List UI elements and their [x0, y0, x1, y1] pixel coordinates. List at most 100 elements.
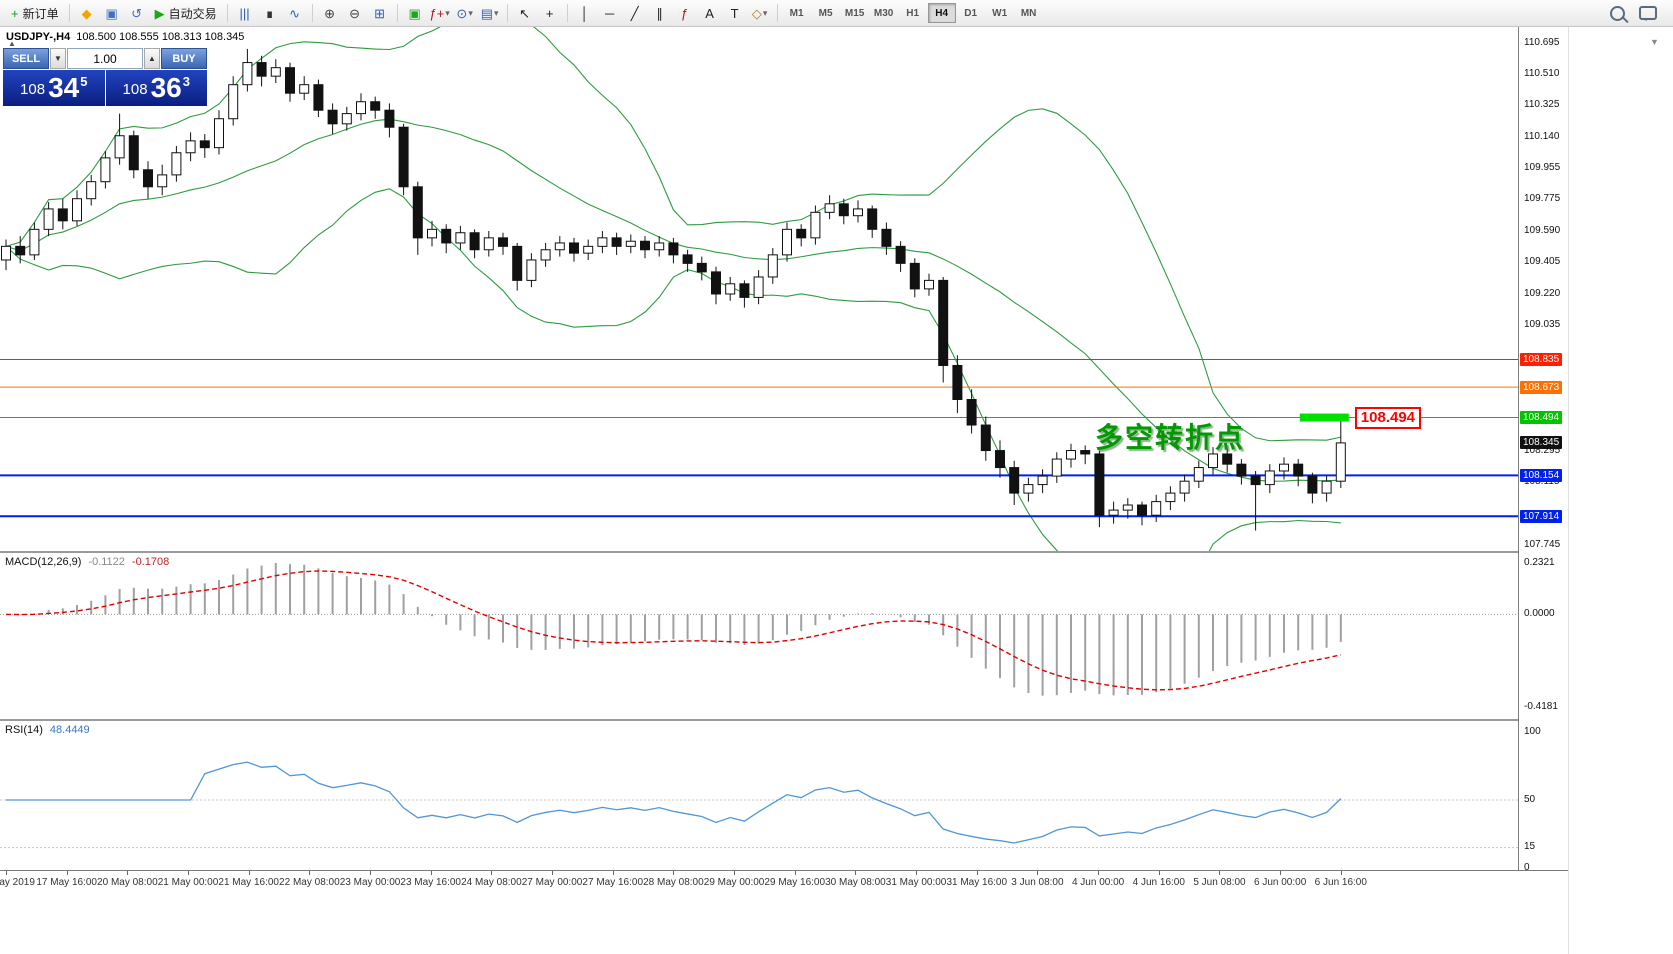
- new-order-button[interactable]: + 新订单: [6, 3, 64, 23]
- price-axis-label: 0: [1524, 861, 1530, 873]
- volume-down-button[interactable]: ▼: [50, 48, 66, 69]
- time-axis-label: 31 May 16:00: [946, 877, 1008, 888]
- price-axis-label: 50: [1524, 793, 1536, 805]
- volume-up-button[interactable]: ▲: [144, 48, 160, 69]
- sell-button[interactable]: SELL: [3, 48, 49, 69]
- buy-price-prefix: 108: [122, 81, 148, 98]
- vertical-line-icon-icon: │: [580, 5, 589, 21]
- price-axis-label: 108.494: [1520, 411, 1563, 425]
- templates-icon: ▤: [480, 5, 493, 21]
- time-axis-label: 31 May 00:00: [885, 877, 947, 888]
- time-axis-tick: [855, 871, 857, 875]
- time-axis-tick: [612, 871, 614, 875]
- macd-name: MACD(12,26,9): [5, 556, 82, 568]
- scroll-down-indicator-icon[interactable]: ▼: [1650, 37, 1659, 47]
- shapes-dropdown[interactable]: ◇ ▾: [748, 2, 772, 24]
- cursor-icon[interactable]: ↖: [513, 2, 537, 24]
- templates-dropdown[interactable]: ▤ ▾: [478, 2, 502, 24]
- price-axis-label: 108.154: [1520, 468, 1563, 482]
- new-order-button-label: 新订单: [22, 6, 59, 21]
- line-chart-icon[interactable]: ∿: [283, 2, 307, 24]
- timeframe-m15-button[interactable]: M15: [844, 7, 865, 19]
- time-axis-label: 29 May 16:00: [764, 877, 826, 888]
- volume-input[interactable]: [67, 48, 143, 69]
- tile-windows-icon[interactable]: ⊞: [368, 2, 392, 24]
- data-window-icon-icon: ▣: [105, 5, 118, 21]
- time-axis-label: 17 May 2019: [0, 877, 35, 888]
- toolbar-items: + 新订单 ◆ ▣ ↺ ▶ 自动交易 ||| ∎ ∿ ⊕ ⊖ ⊞ ▣ ƒ+ ▾ ⊙ ▾ ▤ ▾ ↖ + │ ─ ╱ ∥ ƒ A T ◇ ▾ M…: [6, 2, 1043, 24]
- timeframe-h4-button[interactable]: H4: [927, 3, 956, 23]
- shapes-icon: ◇: [751, 5, 762, 21]
- sell-price-main: 34: [48, 72, 80, 103]
- sell-price-display[interactable]: 108 34 5: [3, 70, 105, 106]
- rsi-value: 48.4449: [49, 724, 90, 736]
- indicators-dropdown[interactable]: ƒ+ ▾: [428, 2, 452, 24]
- candlestick-chart[interactable]: [0, 27, 1518, 551]
- text-label-icon[interactable]: T: [723, 2, 747, 24]
- chart-annotation-text[interactable]: 多空转折点: [1095, 422, 1246, 453]
- macd-plot: [0, 563, 1518, 696]
- text-icon[interactable]: A: [698, 2, 722, 24]
- trendline-icon-icon: ╱: [630, 5, 639, 21]
- trendline-icon[interactable]: ╱: [623, 2, 647, 24]
- time-axis-label: 6 Jun 16:00: [1314, 877, 1367, 888]
- auto-arrange-icon-icon: ▣: [408, 5, 421, 21]
- price-axis-label: -0.4181: [1524, 700, 1558, 712]
- auto-arrange-icon[interactable]: ▣: [403, 2, 427, 24]
- rsi-indicator-pane[interactable]: RSI(14) 48.4449: [0, 721, 1518, 869]
- rsi-plot: [0, 761, 1518, 849]
- channel-icon[interactable]: ∥: [648, 2, 672, 24]
- zoom-in-icon[interactable]: ⊕: [318, 2, 342, 24]
- new-order-icon: +: [11, 5, 19, 21]
- macd-signal-value: -0.1708: [131, 556, 170, 568]
- macd-indicator-pane[interactable]: MACD(12,26,9) -0.1122 -0.1708: [0, 553, 1518, 719]
- timeframe-m1-button[interactable]: M1: [789, 7, 804, 19]
- timeframe-d1-button[interactable]: D1: [964, 7, 978, 19]
- text-icon-icon: A: [705, 5, 714, 21]
- search-icon[interactable]: [1610, 5, 1625, 21]
- autotrading-button[interactable]: ▶ 自动交易: [150, 3, 222, 23]
- fibonacci-icon[interactable]: ƒ: [673, 2, 697, 24]
- pane-separator[interactable]: [0, 551, 1568, 553]
- navigator-icon[interactable]: ↺: [125, 2, 149, 24]
- buy-price-sup: 3: [182, 74, 190, 89]
- market-watch-icon-icon: ◆: [81, 5, 92, 21]
- zoom-out-icon-icon: ⊖: [349, 5, 361, 21]
- time-axis-tick: [976, 871, 978, 875]
- time-axis-label: 27 May 16:00: [582, 877, 644, 888]
- timeframe-m30-button[interactable]: M30: [873, 7, 894, 19]
- buy-price-display[interactable]: 108 36 3: [105, 70, 207, 106]
- vertical-line-icon[interactable]: │: [573, 2, 597, 24]
- price-tag-label[interactable]: 108.494: [1354, 406, 1422, 429]
- horizontal-line-icon[interactable]: ─: [598, 2, 622, 24]
- zoom-out-icon[interactable]: ⊖: [343, 2, 367, 24]
- periods-dropdown[interactable]: ⊙ ▾: [453, 2, 477, 24]
- buy-button[interactable]: BUY: [161, 48, 207, 69]
- one-click-top-row: SELL ▼ ▲ BUY: [3, 48, 207, 69]
- price-axis-label: 108.835: [1520, 353, 1563, 366]
- caret-down-icon: ▾: [494, 7, 499, 18]
- timeframe-m5-button[interactable]: M5: [818, 7, 833, 19]
- market-watch-icon[interactable]: ◆: [75, 2, 99, 24]
- crosshair-icon[interactable]: +: [538, 2, 562, 24]
- timeframe-w1-button[interactable]: W1: [992, 7, 1008, 19]
- time-axis-tick: [1098, 871, 1100, 875]
- price-chart-pane[interactable]: [0, 27, 1518, 551]
- timeframe-h1-button[interactable]: H1: [906, 7, 920, 19]
- macd-main-value: -0.1122: [88, 556, 125, 568]
- timeframe-mn-button[interactable]: MN: [1020, 7, 1037, 19]
- bar-chart-icon[interactable]: |||: [233, 2, 257, 24]
- time-axis-tick: [794, 871, 796, 875]
- price-axis-label: 110.140: [1524, 130, 1560, 142]
- data-window-icon[interactable]: ▣: [100, 2, 124, 24]
- toolbar-separator: [396, 4, 398, 22]
- caret-down-icon: ▾: [762, 7, 768, 18]
- chat-icon[interactable]: [1639, 6, 1657, 21]
- pane-separator[interactable]: [0, 719, 1568, 721]
- one-click-collapse-icon[interactable]: ▲: [8, 39, 16, 48]
- candlestick-chart-icon[interactable]: ∎: [258, 2, 282, 24]
- symbol-period-label: USDJPY-,H4: [6, 31, 71, 43]
- price-axis[interactable]: 110.695 110.510 110.325 110.140 109.955 109.7…: [1518, 27, 1569, 873]
